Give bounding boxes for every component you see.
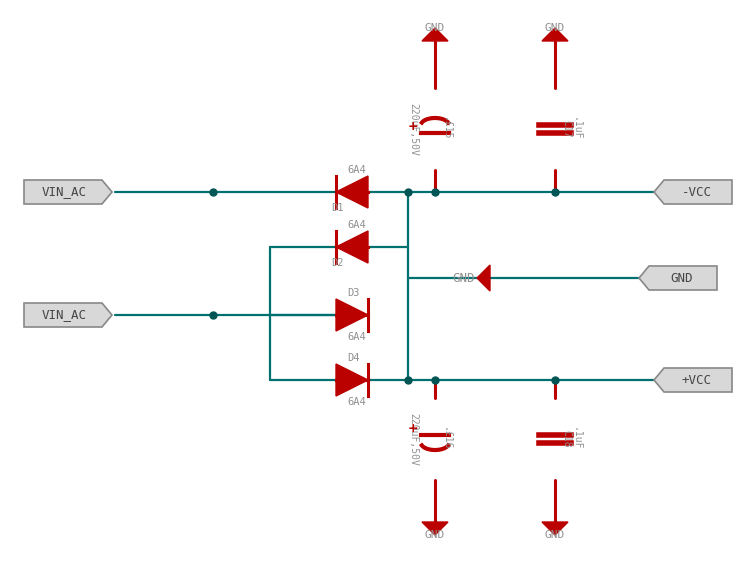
Text: GND: GND [544, 530, 566, 540]
Polygon shape [639, 266, 717, 290]
Text: .1uF: .1uF [571, 427, 581, 451]
Text: .£15: .£15 [441, 117, 451, 140]
Polygon shape [422, 28, 448, 41]
Text: D2: D2 [331, 258, 344, 268]
Text: D3: D3 [347, 288, 359, 298]
Polygon shape [542, 522, 568, 535]
Text: +: + [408, 120, 419, 133]
Text: .1uF: .1uF [571, 117, 581, 140]
Text: GND: GND [670, 271, 693, 284]
Text: 6A4: 6A4 [347, 397, 366, 407]
Text: VIN_AC: VIN_AC [41, 309, 86, 321]
Polygon shape [542, 28, 568, 41]
Text: 220uF,50V: 220uF,50V [408, 413, 418, 465]
Polygon shape [336, 176, 368, 208]
Text: 6A4: 6A4 [347, 220, 366, 230]
Text: .£16: .£16 [441, 427, 451, 451]
Polygon shape [336, 364, 368, 396]
Text: +: + [408, 422, 419, 434]
Text: GND: GND [424, 530, 445, 540]
Text: D1: D1 [331, 203, 344, 213]
Text: -VCC: -VCC [682, 185, 712, 198]
Text: GND: GND [544, 23, 566, 33]
Polygon shape [422, 522, 448, 535]
Text: C18: C18 [561, 430, 571, 448]
Text: D4: D4 [347, 353, 359, 363]
Text: VIN_AC: VIN_AC [41, 185, 86, 198]
Text: C17: C17 [561, 120, 571, 138]
Polygon shape [336, 231, 368, 263]
Text: GND: GND [424, 23, 445, 33]
Polygon shape [477, 265, 490, 291]
Text: +VCC: +VCC [682, 374, 712, 387]
Text: 6A4: 6A4 [347, 332, 366, 342]
Polygon shape [654, 180, 732, 204]
Polygon shape [24, 303, 112, 327]
Polygon shape [24, 180, 112, 204]
Polygon shape [336, 299, 368, 331]
Text: 220uF,50V: 220uF,50V [408, 102, 418, 156]
Polygon shape [654, 368, 732, 392]
Text: 6A4: 6A4 [347, 165, 366, 175]
Text: GND: GND [452, 271, 475, 284]
